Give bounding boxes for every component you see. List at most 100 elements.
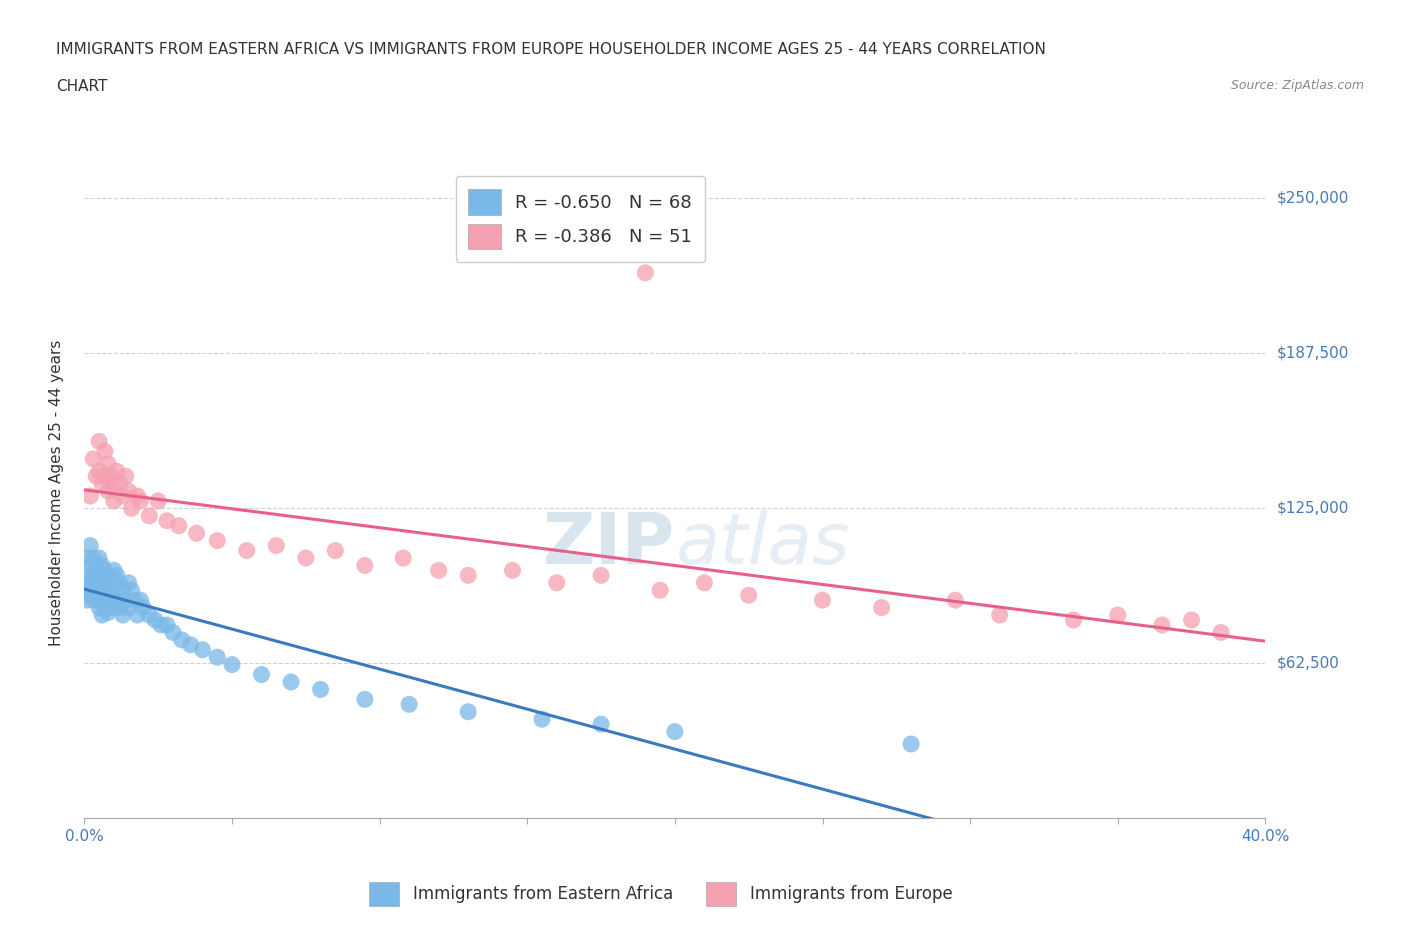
Point: [103, 563, 125, 578]
Point: [97, 484, 120, 498]
Point: [167, 518, 190, 533]
Point: [105, 592, 128, 607]
Point: [156, 513, 179, 528]
Point: [205, 650, 228, 665]
Point: [648, 583, 672, 598]
Point: [82, 551, 104, 565]
Point: [84, 592, 107, 607]
Point: [295, 551, 318, 565]
Point: [84, 558, 107, 573]
Point: [191, 643, 214, 658]
Point: [591, 568, 613, 583]
Text: ZIP: ZIP: [543, 511, 675, 579]
Legend: Immigrants from Eastern Africa, Immigrants from Europe: Immigrants from Eastern Africa, Immigran…: [363, 875, 959, 912]
Point: [811, 592, 834, 607]
Point: [114, 469, 136, 484]
Point: [162, 625, 184, 640]
Point: [94, 444, 117, 458]
Point: [100, 576, 122, 591]
Point: [87, 551, 111, 565]
Point: [118, 600, 141, 615]
Point: [79, 538, 101, 553]
Point: [150, 618, 173, 632]
Point: [103, 476, 125, 491]
Legend: R = -0.650   N = 68, R = -0.386   N = 51: R = -0.650 N = 68, R = -0.386 N = 51: [456, 177, 704, 262]
Point: [76, 568, 98, 583]
Text: atlas: atlas: [675, 511, 849, 579]
Point: [127, 488, 149, 503]
Point: [108, 476, 131, 491]
Point: [108, 576, 131, 591]
Point: [82, 451, 104, 466]
Point: [138, 509, 160, 524]
Point: [79, 576, 101, 591]
Point: [87, 600, 111, 615]
Text: $125,000: $125,000: [1277, 501, 1348, 516]
Text: Source: ZipAtlas.com: Source: ZipAtlas.com: [1230, 79, 1364, 92]
Point: [1107, 607, 1129, 622]
Point: [94, 600, 117, 615]
Point: [82, 568, 104, 583]
Point: [82, 583, 104, 598]
Point: [87, 434, 111, 449]
Point: [309, 682, 332, 697]
Point: [870, 600, 893, 615]
Point: [79, 488, 101, 503]
Point: [427, 563, 450, 578]
Point: [108, 600, 131, 615]
Y-axis label: Householder Income Ages 25 - 44 years: Householder Income Ages 25 - 44 years: [49, 339, 63, 646]
Text: $62,500: $62,500: [1277, 656, 1340, 671]
Point: [97, 588, 120, 603]
Point: [738, 588, 761, 603]
Point: [118, 576, 141, 591]
Point: [91, 558, 114, 573]
Point: [79, 558, 101, 573]
Point: [129, 494, 152, 509]
Point: [235, 543, 259, 558]
Point: [84, 576, 107, 591]
Point: [205, 533, 228, 548]
Point: [94, 469, 117, 484]
Point: [1209, 625, 1232, 640]
Point: [900, 737, 922, 751]
Point: [79, 588, 101, 603]
Point: [103, 494, 125, 509]
Text: CHART: CHART: [56, 79, 108, 94]
Point: [354, 558, 377, 573]
Point: [132, 600, 155, 615]
Point: [1150, 618, 1173, 632]
Point: [111, 607, 134, 622]
Point: [94, 583, 117, 598]
Point: [103, 583, 125, 598]
Point: [221, 658, 243, 672]
Point: [118, 484, 141, 498]
Point: [97, 605, 120, 620]
Point: [323, 543, 347, 558]
Point: [264, 538, 288, 553]
Point: [100, 469, 122, 484]
Point: [170, 632, 193, 647]
Point: [76, 551, 98, 565]
Point: [1180, 613, 1202, 628]
Point: [354, 692, 377, 707]
Point: [124, 592, 146, 607]
Point: [988, 607, 1011, 622]
Point: [501, 563, 523, 578]
Point: [97, 568, 120, 583]
Point: [91, 607, 114, 622]
Point: [76, 592, 98, 607]
Point: [105, 568, 128, 583]
Point: [87, 464, 111, 479]
Point: [148, 494, 170, 509]
Point: [156, 618, 179, 632]
Point: [84, 469, 107, 484]
Point: [457, 568, 479, 583]
Point: [103, 600, 125, 615]
Point: [143, 613, 166, 628]
Point: [127, 607, 149, 622]
Point: [87, 568, 111, 583]
Point: [91, 476, 114, 491]
Point: [129, 592, 152, 607]
Point: [114, 592, 136, 607]
Point: [546, 576, 568, 591]
